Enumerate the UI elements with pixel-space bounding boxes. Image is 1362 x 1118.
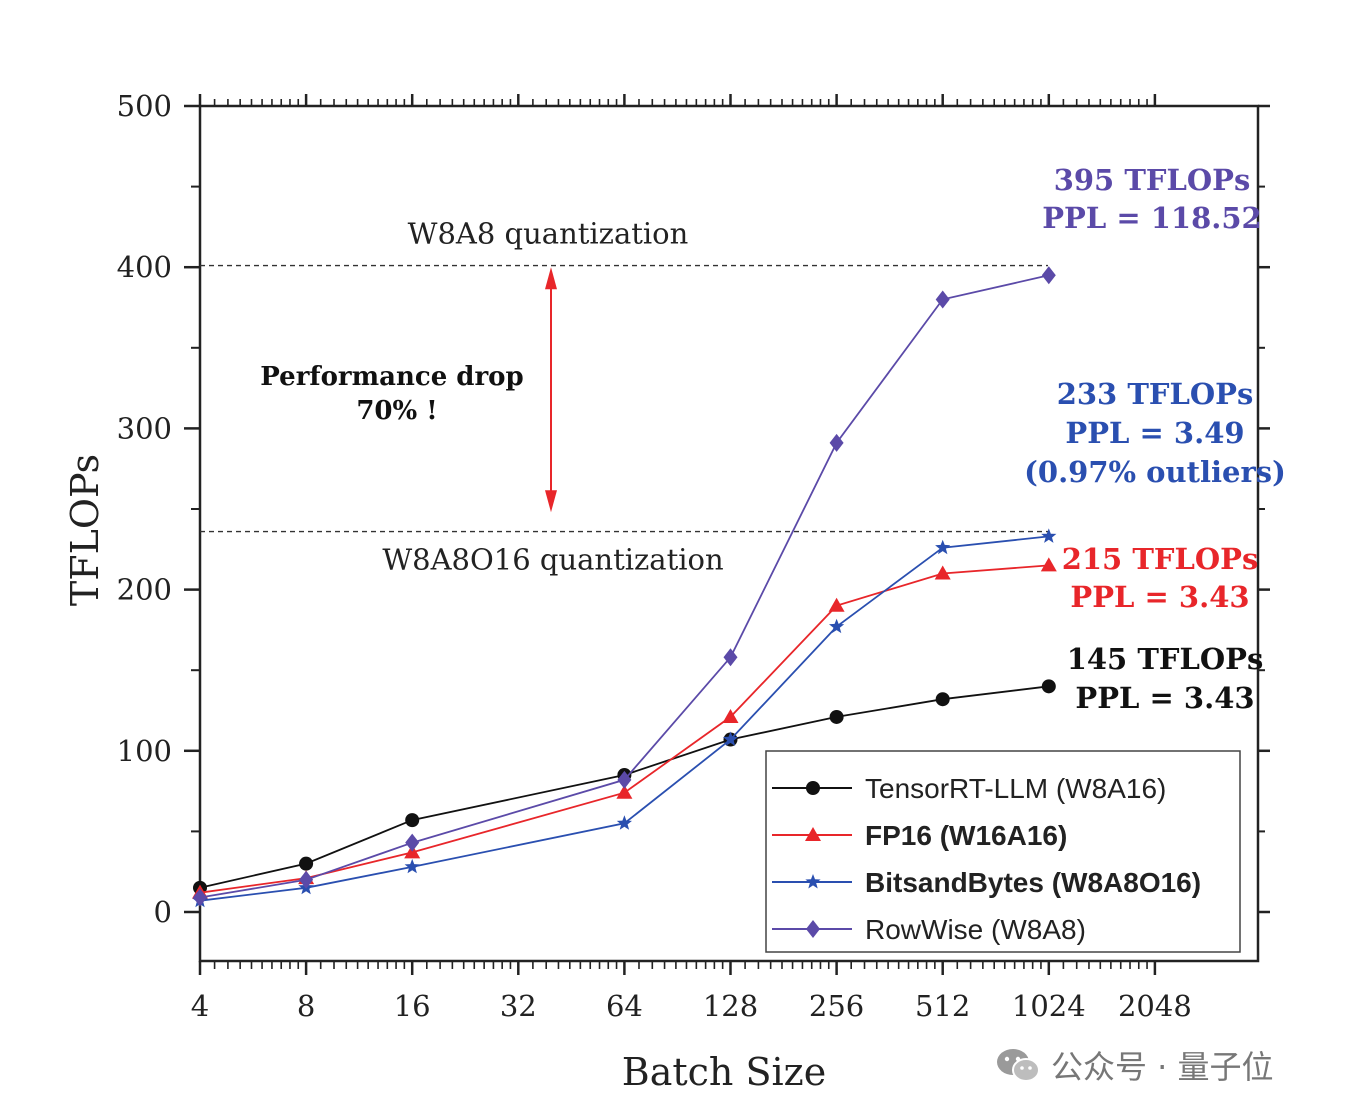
x-tick-label: 64 <box>606 989 643 1023</box>
x-tick-label: 8 <box>297 989 315 1023</box>
y-tick-label: 0 <box>154 895 172 929</box>
data-point <box>935 290 950 309</box>
legend-label: FP16 (W16A16) <box>865 820 1067 851</box>
y-axis-title: TFLOPs <box>63 454 107 606</box>
data-point <box>404 858 420 874</box>
data-point <box>405 813 420 828</box>
data-point <box>828 597 845 612</box>
callout-line: 145 TFLOPs <box>1067 642 1264 676</box>
series-line <box>199 274 1049 899</box>
data-point <box>935 692 950 707</box>
data-point <box>405 833 420 852</box>
data-point <box>1041 528 1057 543</box>
y-tick-label: 200 <box>117 573 172 607</box>
data-point <box>723 648 738 667</box>
data-point <box>616 815 632 830</box>
callout-line: PPL = 118.52 <box>1042 201 1261 235</box>
data-point <box>829 709 844 724</box>
drop-annotation-line1: Performance drop <box>260 362 523 392</box>
series-line <box>199 685 1049 889</box>
drop-arrow-head-down <box>545 490 557 513</box>
y-tick-label: 300 <box>117 411 172 445</box>
legend: TensorRT-LLM (W8A16) FP16 (W16A16) Bitsand… <box>765 750 1241 953</box>
x-tick-label: 16 <box>394 989 431 1023</box>
x-tick-label: 512 <box>915 989 970 1023</box>
legend-swatch-marker <box>805 874 821 889</box>
legend-swatch-marker <box>805 827 821 841</box>
data-point <box>1040 557 1057 572</box>
y-tick-label: 400 <box>117 250 172 284</box>
legend-swatch-marker <box>806 781 820 795</box>
wechat-icon <box>997 1049 1040 1082</box>
legend-box <box>765 750 1241 953</box>
data-point <box>935 539 951 555</box>
data-point <box>299 870 314 889</box>
data-point <box>829 618 845 634</box>
x-tick-label: 256 <box>809 989 864 1023</box>
plot-frame <box>198 104 1260 963</box>
drop-annotation-line2: 70% ! <box>356 396 437 426</box>
callout-line: PPL = 3.43 <box>1070 580 1249 614</box>
legend-label: BitsandBytes (W8A8O16) <box>865 867 1201 898</box>
series-line <box>199 535 1049 902</box>
x-tick-label: 1024 <box>1012 989 1086 1023</box>
callout-line: 395 TFLOPs <box>1054 163 1251 197</box>
data-point <box>829 433 844 452</box>
watermark: 公众号 · 量子位 <box>995 1040 1274 1090</box>
drop-arrow-head-up <box>545 267 557 290</box>
y-tick-label: 100 <box>117 734 172 768</box>
data-point <box>617 770 632 789</box>
data-point <box>1041 679 1056 694</box>
x-tick-label: 32 <box>500 989 537 1023</box>
y-tick-label: 500 <box>117 89 172 123</box>
legend-swatch-marker <box>806 920 820 938</box>
data-point <box>299 856 314 871</box>
callout-line: PPL = 3.49 <box>1065 416 1244 450</box>
data-point <box>722 731 739 746</box>
watermark-text: 公众号 · 量子位 <box>1051 1048 1274 1086</box>
callout-line: 233 TFLOPs <box>1057 377 1254 411</box>
series-diamond <box>193 266 1056 907</box>
callout-line: 215 TFLOPs <box>1062 542 1259 576</box>
callout-line: PPL = 3.43 <box>1075 681 1254 715</box>
data-point <box>616 784 633 799</box>
callout-line: (0.97% outliers) <box>1024 455 1286 489</box>
reference-line-label: W8A8O16 quantization <box>382 543 723 577</box>
x-tick-label: 128 <box>703 989 758 1023</box>
data-point <box>934 565 951 580</box>
data-point <box>1041 266 1056 285</box>
x-tick-label: 4 <box>191 989 209 1023</box>
data-point <box>722 708 739 723</box>
x-tick-label: 2048 <box>1118 989 1192 1023</box>
legend-label: TensorRT-LLM (W8A16) <box>865 773 1166 804</box>
x-axis-title: Batch Size <box>622 1050 826 1094</box>
legend-label: RowWise (W8A8) <box>865 914 1086 945</box>
reference-line-label: W8A8 quantization <box>408 217 689 251</box>
data-point <box>193 888 207 907</box>
